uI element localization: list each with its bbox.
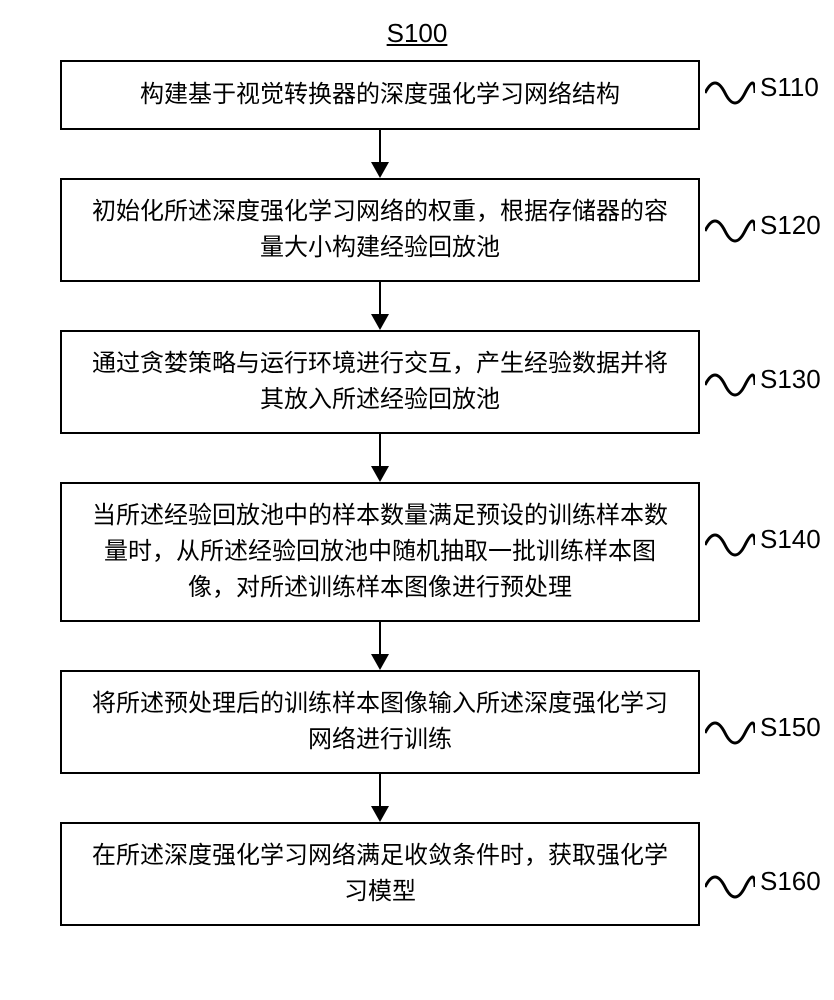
step-label-s110: S110 — [760, 72, 819, 103]
squiggle-s150 — [705, 718, 755, 748]
step-label-s130: S130 — [760, 364, 821, 395]
arrow-after-s130 — [371, 434, 389, 482]
step-box-s130: 通过贪婪策略与运行环境进行交互，产生经验数据并将其放入所述经验回放池 — [60, 330, 700, 434]
step-box-s140: 当所述经验回放池中的样本数量满足预设的训练样本数量时，从所述经验回放池中随机抽取… — [60, 482, 700, 622]
step-box-s150: 将所述预处理后的训练样本图像输入所述深度强化学习网络进行训练 — [60, 670, 700, 774]
squiggle-s130 — [705, 370, 755, 400]
step-box-s160: 在所述深度强化学习网络满足收敛条件时，获取强化学习模型 — [60, 822, 700, 926]
arrow-after-s150 — [371, 774, 389, 822]
step-label-s160: S160 — [760, 866, 821, 897]
squiggle-s140 — [705, 530, 755, 560]
flowchart-container: 构建基于视觉转换器的深度强化学习网络结构初始化所述深度强化学习网络的权重，根据存… — [60, 60, 700, 926]
step-label-s150: S150 — [760, 712, 821, 743]
squiggle-s110 — [705, 78, 755, 108]
arrow-after-s140 — [371, 622, 389, 670]
diagram-title: S100 — [387, 18, 448, 49]
step-label-s120: S120 — [760, 210, 821, 241]
arrow-after-s110 — [371, 130, 389, 178]
step-label-s140: S140 — [760, 524, 821, 555]
squiggle-s120 — [705, 216, 755, 246]
squiggle-s160 — [705, 872, 755, 902]
arrow-after-s120 — [371, 282, 389, 330]
step-box-s120: 初始化所述深度强化学习网络的权重，根据存储器的容量大小构建经验回放池 — [60, 178, 700, 282]
step-box-s110: 构建基于视觉转换器的深度强化学习网络结构 — [60, 60, 700, 130]
